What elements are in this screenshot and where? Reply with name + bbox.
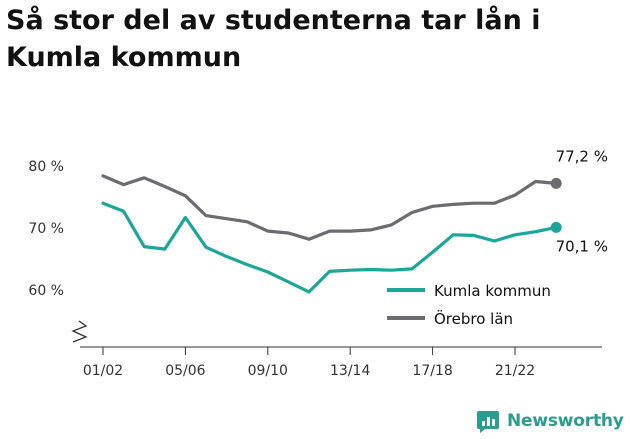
- series-layer: 77,2 % 70,1 %: [101, 147, 608, 294]
- newsworthy-logo: Newsworthy: [476, 409, 624, 433]
- end-value-label: 77,2 %: [556, 147, 608, 165]
- axis-break-mark: [71, 320, 88, 343]
- x-tick-label: 01/02: [83, 363, 123, 379]
- x-tick-label: 21/22: [495, 363, 535, 379]
- x-tick-label: 09/10: [248, 363, 288, 379]
- series-line-kumla: [101, 201, 558, 294]
- x-tick-label: 13/14: [330, 363, 370, 379]
- end-value-label: 70,1 %: [556, 237, 608, 255]
- title-line-2: Kumla kommun: [6, 42, 242, 73]
- x-tick-label: 05/06: [165, 363, 205, 379]
- chart-title: Så stor del av studenterna tar lån i Kum…: [6, 2, 626, 76]
- y-tick-label: 80 %: [28, 159, 64, 175]
- end-point-orebro: [550, 177, 562, 189]
- brand-name: Newsworthy: [507, 411, 624, 431]
- legend: Kumla kommun Örebro län: [387, 282, 551, 328]
- series-line-orebro: [101, 174, 558, 241]
- axes: 60 % 70 % 80 % 01/02 05/06 09/10 13/14 17/18 21/…: [28, 159, 602, 379]
- end-point-kumla: [550, 221, 562, 233]
- x-tick-label: 17/18: [412, 363, 452, 379]
- y-tick-label: 70 %: [28, 221, 64, 237]
- legend-label: Örebro län: [434, 309, 513, 328]
- legend-label: Kumla kommun: [434, 282, 551, 300]
- title-line-1: Så stor del av studenterna tar lån i: [6, 5, 541, 36]
- newsworthy-icon: [477, 411, 499, 433]
- y-tick-label: 60 %: [28, 283, 64, 299]
